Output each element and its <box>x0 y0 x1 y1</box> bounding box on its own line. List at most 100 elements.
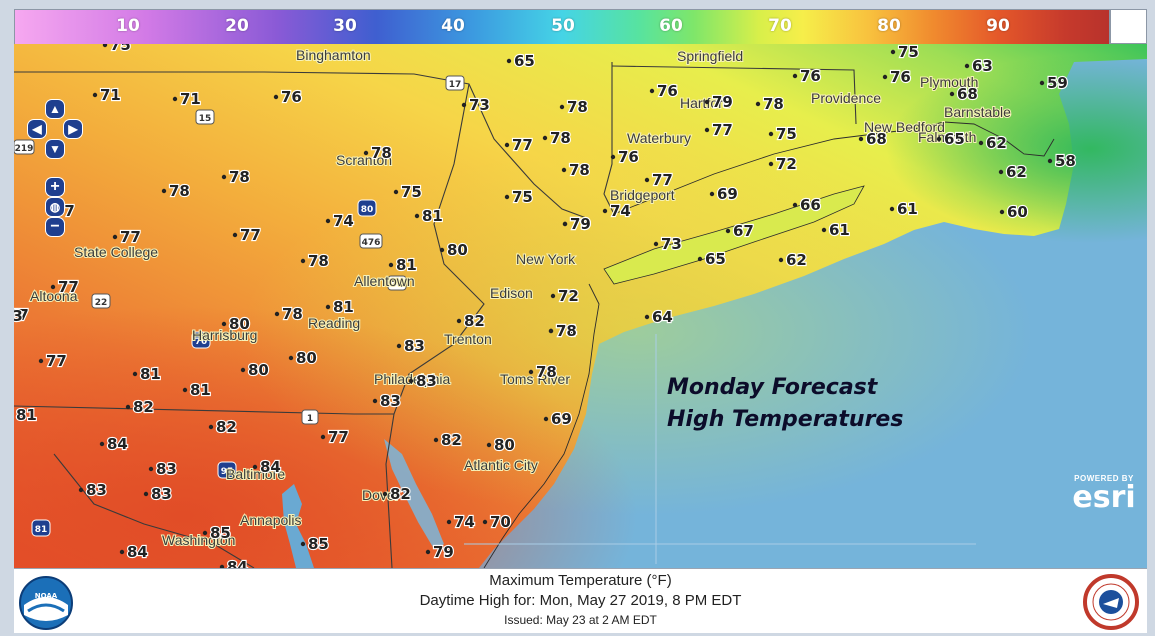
temp-reading: 78 <box>536 363 557 381</box>
nws-logo[interactable] <box>1083 574 1139 630</box>
footer-issued: Issued: May 23 at 2 AM EDT <box>504 613 657 627</box>
station-dot <box>161 188 167 194</box>
forecast-title-line1: Monday Forecast <box>667 375 878 400</box>
temp-reading: 59 <box>1047 74 1068 92</box>
station-dot <box>889 206 895 212</box>
legend-tick: 40 <box>441 16 465 36</box>
temp-reading: 62 <box>1006 163 1027 181</box>
temp-reading: 79 <box>712 93 733 111</box>
pan-right-button[interactable]: ▶ <box>64 120 82 138</box>
ny-pa-border <box>14 71 590 220</box>
zoom-out-button[interactable]: − <box>46 218 64 236</box>
temp-reading: 77 <box>240 226 261 244</box>
temperature-map[interactable]: 15 17 219 80 476 22 76 1 70 95 81 Bingha… <box>14 44 1147 568</box>
highway-shield: 76 <box>387 275 407 291</box>
legend-tick: 50 <box>551 16 575 36</box>
forecast-title: Monday Forecast High Temperatures <box>667 372 903 436</box>
temp-reading: 67 <box>733 222 754 240</box>
station-dot <box>320 434 326 440</box>
station-dot <box>610 154 616 160</box>
temp-reading: 83 <box>151 485 172 503</box>
station-dot <box>561 167 567 173</box>
coastline <box>483 283 600 568</box>
station-dot <box>300 541 306 547</box>
long-island <box>603 185 865 285</box>
station-dot <box>325 304 331 310</box>
station-dot <box>559 104 565 110</box>
station-dot <box>755 101 761 107</box>
noaa-logo[interactable]: NOAA <box>18 575 74 631</box>
zoom-in-button[interactable]: + <box>46 178 64 196</box>
station-dot <box>978 140 984 146</box>
temp-reading: 77 <box>46 352 67 370</box>
highway-shield: 17 <box>445 75 465 91</box>
station-dot <box>274 311 280 317</box>
temp-reading: 77 <box>58 278 79 296</box>
temp-reading: 78 <box>169 182 190 200</box>
city-label: Falmouth <box>918 129 976 145</box>
temp-reading: 64 <box>652 308 673 326</box>
temp-reading: 69 <box>551 410 572 428</box>
station-dot <box>506 58 512 64</box>
station-dot <box>414 213 420 219</box>
globe-icon[interactable]: ◍ <box>46 198 64 216</box>
highway-shield: 219 <box>14 139 35 155</box>
temp-reading: 74 <box>556 322 577 340</box>
esri-logo[interactable]: POWERED BY esri <box>1064 474 1144 514</box>
temp-reading: 72 <box>776 155 797 173</box>
city-label: Annapolis <box>240 512 302 528</box>
footer-title: Maximum Temperature (°F) <box>489 572 672 589</box>
temp-reading: 71 <box>180 90 201 108</box>
city-label: Trenton <box>444 331 492 347</box>
svg-text:476: 476 <box>362 238 381 248</box>
station-dot <box>273 94 279 100</box>
station-dot <box>602 208 608 214</box>
station-dot <box>778 257 784 263</box>
temp-reading: 85 <box>308 535 329 553</box>
new-england-coast <box>613 121 1055 215</box>
pan-left-button[interactable]: ◀ <box>28 120 46 138</box>
temp-reading: 78 <box>567 98 588 116</box>
city-label: Edison <box>490 285 533 301</box>
station-dot <box>504 142 510 148</box>
station-dot <box>482 519 488 525</box>
temp-reading: 80 <box>447 241 468 259</box>
svg-text:76: 76 <box>391 280 404 290</box>
temp-reading: 83 <box>404 337 425 355</box>
station-dot <box>182 387 188 393</box>
station-dot <box>325 218 331 224</box>
city-label: Reading <box>308 315 360 331</box>
map-footer: NOAA Maximum Temperature (°F) Daytime Hi… <box>14 568 1147 633</box>
city-label: New York <box>516 251 576 267</box>
temp-reading: 84 <box>260 458 281 476</box>
station-dot <box>548 328 554 334</box>
station-dot <box>232 232 238 238</box>
temp-reading: 80 <box>229 315 250 333</box>
esri-wordmark: esri <box>1072 480 1136 515</box>
station-dot <box>78 487 84 493</box>
temp-reading: 82 <box>390 485 411 503</box>
temp-reading: 78 <box>229 168 250 186</box>
city-label: Toms River <box>500 371 570 387</box>
ct-ma-border <box>611 65 857 125</box>
pan-down-button[interactable]: ▼ <box>46 140 64 158</box>
temp-reading: 82 <box>216 418 237 436</box>
station-dot <box>550 293 556 299</box>
station-dot <box>396 343 402 349</box>
md-va-border <box>53 453 255 568</box>
temp-reading: 76 <box>890 68 911 86</box>
temp-reading: 79 <box>433 543 454 561</box>
city-label: Philadelphia <box>374 371 450 387</box>
pan-up-button[interactable]: ▲ <box>46 100 64 118</box>
temp-reading: 65 <box>705 250 726 268</box>
temp-reading: 66 <box>800 196 821 214</box>
station-dot <box>949 91 955 97</box>
temp-reading: 74 <box>610 202 631 220</box>
station-dot <box>132 371 138 377</box>
temp-reading: 74 <box>333 212 354 230</box>
temp-reading: 78 <box>550 129 571 147</box>
temp-reading: 82 <box>133 398 154 416</box>
city-label: Plymouth <box>920 74 978 90</box>
temp-reading: 78 <box>763 95 784 113</box>
temp-reading: 81 <box>16 406 37 424</box>
